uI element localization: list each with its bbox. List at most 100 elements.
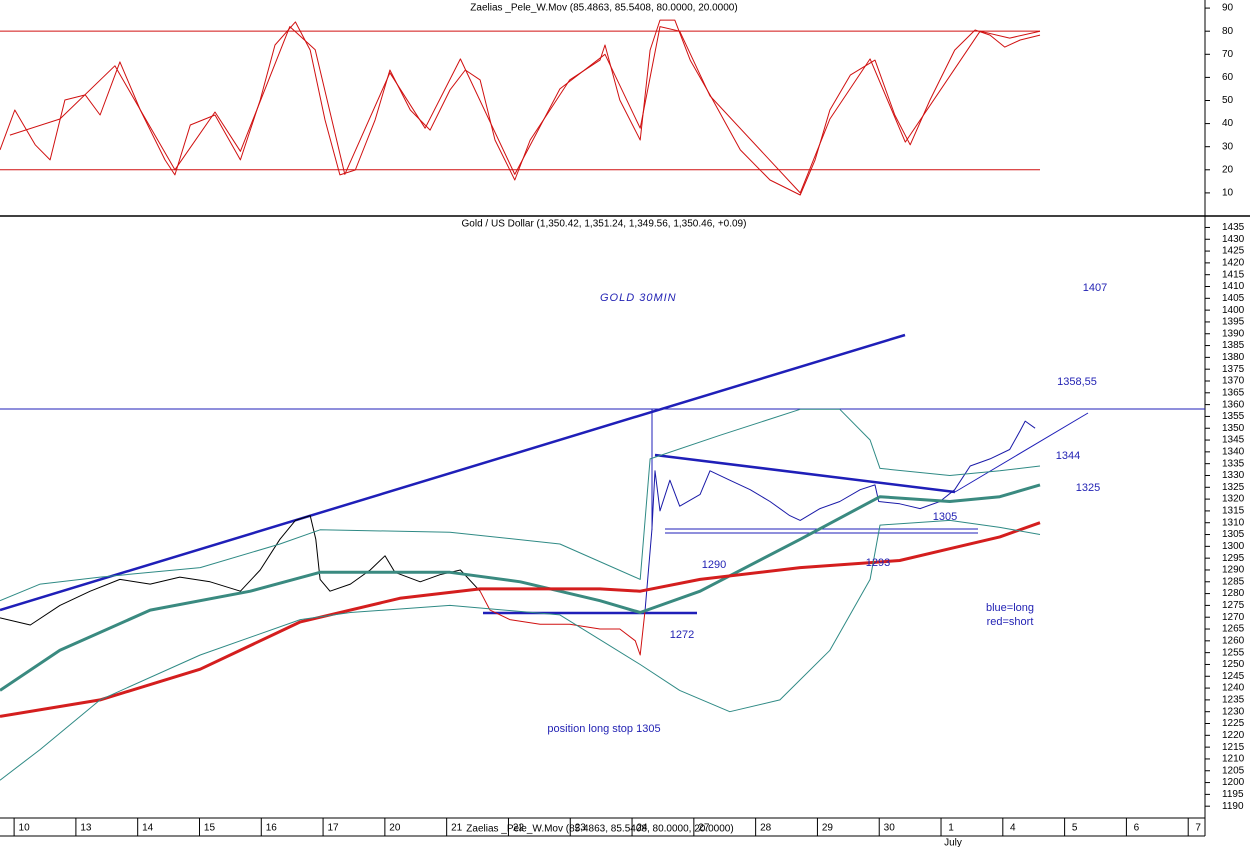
y-tick-label: 80 [1222, 26, 1234, 37]
y-tick-label: 1300 [1222, 541, 1245, 552]
y-tick-label: 1250 [1222, 659, 1245, 670]
x-tick-label: 7 [1195, 823, 1201, 834]
annotation: 1305 [933, 511, 957, 523]
y-tick-label: 1425 [1222, 246, 1245, 257]
y-tick-label: 1195 [1222, 789, 1244, 800]
oscillator-title: Zaelias _Pele_W.Mov (85.4863, 85.5408, 8… [470, 3, 737, 14]
annotation: position long stop 1305 [547, 723, 660, 735]
y-tick-label: 1365 [1222, 387, 1245, 398]
y-tick-label: 20 [1222, 164, 1234, 175]
y-tick-label: 1340 [1222, 446, 1245, 457]
y-tick-label: 50 [1222, 95, 1234, 106]
y-tick-label: 1355 [1222, 411, 1245, 422]
y-tick-label: 1245 [1222, 671, 1245, 682]
y-tick-label: 1380 [1222, 352, 1245, 363]
annotation: 1293 [866, 557, 890, 569]
y-tick-label: 1260 [1222, 635, 1245, 646]
series-line [0, 519, 1041, 781]
x-tick-label: 22 [513, 823, 525, 834]
y-tick-label: 1385 [1222, 340, 1245, 351]
y-tick-label: 1435 [1222, 222, 1245, 233]
y-tick-label: 1215 [1222, 742, 1245, 753]
y-tick-label: 60 [1222, 72, 1234, 83]
annotation: blue=long [986, 602, 1034, 614]
y-tick-label: 1275 [1222, 600, 1245, 611]
x-tick-label: 1 [948, 823, 954, 834]
series-line [644, 420, 1036, 611]
y-tick-label: 1205 [1222, 765, 1245, 776]
x-tick-label: 4 [1010, 823, 1016, 834]
x-tick-label: 16 [266, 823, 278, 834]
y-tick-label: 1415 [1222, 269, 1245, 280]
y-tick-label: 1325 [1222, 482, 1245, 493]
y-tick-label: 1330 [1222, 470, 1245, 481]
annotation: 1290 [702, 559, 726, 571]
y-tick-label: 1295 [1222, 553, 1245, 564]
y-tick-label: 1200 [1222, 777, 1245, 788]
y-tick-label: 1210 [1222, 754, 1245, 765]
y-tick-label: 1265 [1222, 624, 1245, 635]
annotation: GOLD 30MIN [600, 292, 677, 304]
y-tick-label: 1345 [1222, 435, 1245, 446]
y-tick-label: 1395 [1222, 317, 1245, 328]
price-title: Gold / US Dollar (1,350.42, 1,351.24, 1,… [462, 219, 747, 230]
x-tick-label: 30 [884, 823, 896, 834]
y-tick-label: 1350 [1222, 423, 1245, 434]
y-tick-label: 1360 [1222, 399, 1245, 410]
series-line [0, 521, 1041, 718]
channel-line [954, 412, 1089, 493]
y-tick-label: 1255 [1222, 647, 1245, 658]
annotation: 1344 [1056, 450, 1080, 462]
x-tick-label: 27 [698, 823, 710, 834]
y-tick-label: 1270 [1222, 612, 1245, 623]
annotation: 1325 [1076, 482, 1100, 494]
y-tick-label: 1335 [1222, 458, 1245, 469]
y-tick-label: 1285 [1222, 576, 1245, 587]
x-tick-label: 21 [451, 823, 463, 834]
x-tick-label: 17 [328, 823, 340, 834]
y-tick-label: 1405 [1222, 293, 1245, 304]
x-tick-label: 23 [575, 823, 587, 834]
y-tick-label: 1320 [1222, 494, 1245, 505]
y-tick-label: 10 [1222, 188, 1234, 199]
y-tick-label: 1280 [1222, 588, 1245, 599]
y-tick-label: 40 [1222, 118, 1234, 129]
x-tick-label: 15 [204, 823, 216, 834]
x-tick-label: 28 [760, 823, 772, 834]
x-tick-label: 20 [389, 823, 401, 834]
annotation: 1358,55 [1057, 376, 1097, 388]
y-tick-label: 1310 [1222, 517, 1245, 528]
y-tick-label: 1220 [1222, 730, 1245, 741]
x-tick-label: 13 [80, 823, 92, 834]
series-line [0, 483, 1041, 692]
x-tick-label: 14 [142, 823, 154, 834]
y-tick-label: 1400 [1222, 305, 1245, 316]
x-tick-label: 10 [19, 823, 31, 834]
series-line [0, 408, 1041, 602]
series-line [9, 26, 1041, 194]
x-tick-label: 24 [636, 823, 648, 834]
overlay-title: Zaelias _Pele_W.Mov (85.4863, 85.5408, 8… [466, 824, 733, 835]
annotation: red=short [987, 616, 1034, 628]
y-tick-label: 1240 [1222, 683, 1245, 694]
x-tick-label: 6 [1134, 823, 1140, 834]
month-label: July [944, 838, 962, 847]
series-line [479, 590, 646, 656]
y-tick-label: 1305 [1222, 529, 1245, 540]
y-tick-label: 1370 [1222, 376, 1245, 387]
y-tick-label: 1420 [1222, 258, 1245, 269]
y-tick-label: 1230 [1222, 706, 1245, 717]
y-tick-label: 1225 [1222, 718, 1245, 729]
y-tick-label: 1290 [1222, 565, 1245, 576]
y-tick-label: 1390 [1222, 328, 1245, 339]
y-tick-label: 30 [1222, 141, 1234, 152]
series-line [0, 19, 1041, 196]
x-tick-label: 5 [1072, 823, 1078, 834]
y-tick-label: 1235 [1222, 695, 1245, 706]
series-line [0, 515, 481, 626]
y-tick-label: 1190 [1222, 801, 1244, 812]
y-tick-label: 1430 [1222, 234, 1245, 245]
annotation: 1407 [1083, 282, 1107, 294]
triangle-line [654, 453, 956, 494]
